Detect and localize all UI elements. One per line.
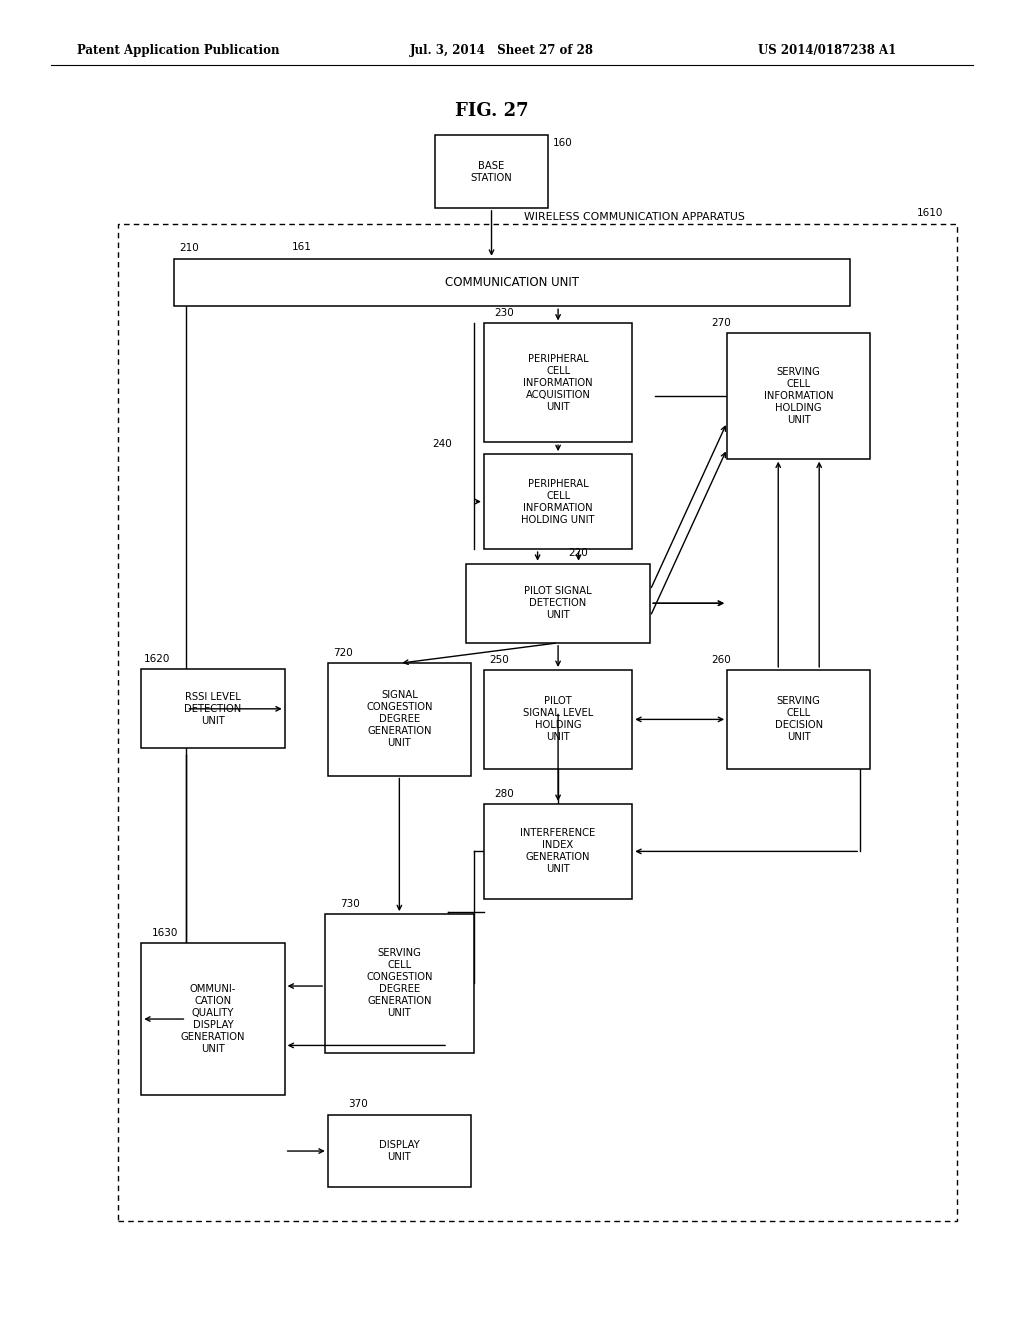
Text: Patent Application Publication: Patent Application Publication: [77, 44, 280, 57]
Text: SERVING
CELL
DECISION
UNIT: SERVING CELL DECISION UNIT: [775, 697, 822, 742]
Text: 730: 730: [340, 899, 360, 908]
Text: 370: 370: [348, 1100, 368, 1109]
Bar: [484, 323, 633, 442]
Bar: [484, 671, 633, 768]
Text: COMMUNICATION UNIT: COMMUNICATION UNIT: [445, 276, 579, 289]
Text: 240: 240: [433, 438, 453, 449]
Text: 1620: 1620: [143, 653, 170, 664]
Bar: [174, 259, 850, 306]
Text: 210: 210: [179, 243, 199, 253]
Bar: [484, 804, 633, 899]
Text: US 2014/0187238 A1: US 2014/0187238 A1: [758, 44, 896, 57]
Bar: [727, 671, 870, 768]
Bar: [118, 224, 957, 1221]
Bar: [727, 334, 870, 459]
Bar: [328, 663, 471, 776]
Text: SERVING
CELL
CONGESTION
DEGREE
GENERATION
UNIT: SERVING CELL CONGESTION DEGREE GENERATIO…: [367, 948, 432, 1019]
Text: OMMUNI-
CATION
QUALITY
DISPLAY
GENERATION
UNIT: OMMUNI- CATION QUALITY DISPLAY GENERATIO…: [181, 983, 245, 1055]
Text: SERVING
CELL
INFORMATION
HOLDING
UNIT: SERVING CELL INFORMATION HOLDING UNIT: [764, 367, 834, 425]
Text: 160: 160: [553, 139, 572, 149]
Bar: [141, 669, 285, 748]
Text: 1630: 1630: [152, 928, 178, 937]
Text: RSSI LEVEL
DETECTION
UNIT: RSSI LEVEL DETECTION UNIT: [184, 692, 242, 726]
Text: 280: 280: [495, 788, 514, 799]
Text: PERIPHERAL
CELL
INFORMATION
HOLDING UNIT: PERIPHERAL CELL INFORMATION HOLDING UNIT: [521, 479, 595, 524]
Text: PILOT
SIGNAL LEVEL
HOLDING
UNIT: PILOT SIGNAL LEVEL HOLDING UNIT: [523, 697, 593, 742]
Text: Jul. 3, 2014   Sheet 27 of 28: Jul. 3, 2014 Sheet 27 of 28: [410, 44, 594, 57]
Bar: [326, 913, 473, 1053]
Text: FIG. 27: FIG. 27: [455, 102, 528, 120]
Text: PILOT SIGNAL
DETECTION
UNIT: PILOT SIGNAL DETECTION UNIT: [524, 586, 592, 620]
Text: 720: 720: [333, 648, 352, 659]
Text: WIRELESS COMMUNICATION APPARATUS: WIRELESS COMMUNICATION APPARATUS: [524, 211, 745, 222]
Bar: [328, 1114, 471, 1188]
Text: 161: 161: [292, 242, 311, 252]
Bar: [141, 942, 285, 1096]
Text: BASE
STATION: BASE STATION: [471, 161, 512, 182]
Bar: [466, 564, 650, 643]
Bar: [435, 135, 548, 207]
Text: 250: 250: [489, 655, 509, 665]
Text: 220: 220: [568, 548, 588, 558]
Text: 1610: 1610: [916, 207, 943, 218]
Text: 230: 230: [495, 308, 514, 318]
Text: INTERFERENCE
INDEX
GENERATION
UNIT: INTERFERENCE INDEX GENERATION UNIT: [520, 829, 596, 874]
Text: 260: 260: [712, 655, 731, 665]
Text: 270: 270: [712, 318, 731, 329]
Bar: [484, 454, 633, 549]
Text: PERIPHERAL
CELL
INFORMATION
ACQUISITION
UNIT: PERIPHERAL CELL INFORMATION ACQUISITION …: [523, 354, 593, 412]
Text: DISPLAY
UNIT: DISPLAY UNIT: [379, 1140, 420, 1162]
Text: SIGNAL
CONGESTION
DEGREE
GENERATION
UNIT: SIGNAL CONGESTION DEGREE GENERATION UNIT: [367, 690, 432, 748]
